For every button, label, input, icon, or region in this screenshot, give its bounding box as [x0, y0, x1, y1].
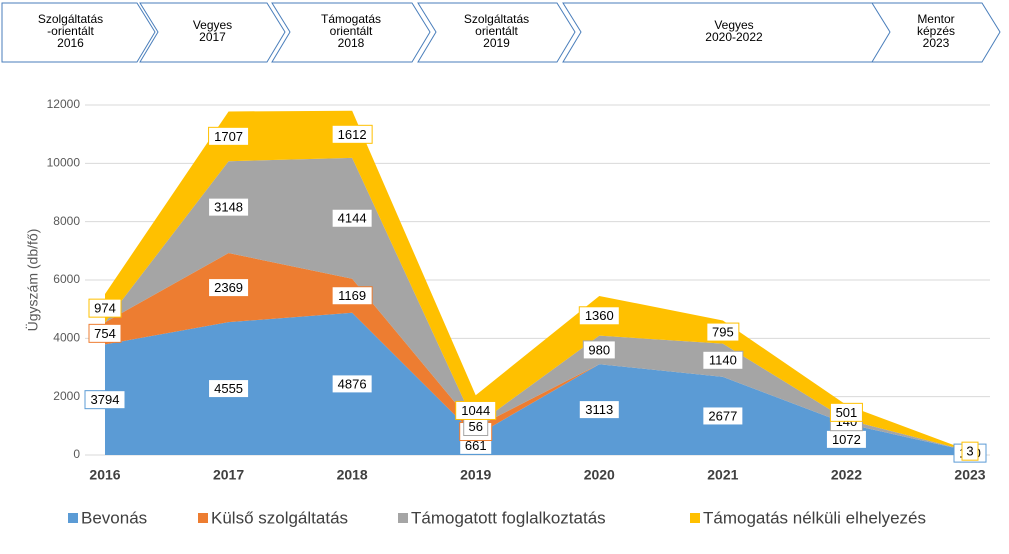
- data-label-box: [208, 278, 250, 298]
- data-label: 4876: [338, 376, 367, 391]
- data-label: 1169: [338, 288, 366, 303]
- data-label: 56: [468, 419, 482, 434]
- legend-label: Támogatás nélküli elhelyezés: [703, 508, 926, 527]
- y-tick-label: 4000: [53, 331, 80, 345]
- data-label-box: [208, 379, 250, 399]
- x-tick-label: 2016: [89, 467, 120, 483]
- data-label: 795: [712, 325, 734, 340]
- data-label: 3794: [91, 392, 120, 407]
- area: [105, 312, 970, 455]
- data-label-box: [88, 298, 122, 318]
- phase-label: Mentor: [917, 12, 954, 26]
- x-tick-label: 2018: [337, 467, 368, 483]
- legend-swatch: [68, 513, 78, 523]
- y-tick-label: 10000: [47, 156, 81, 170]
- legend-swatch: [690, 513, 700, 523]
- data-label: 1140: [709, 353, 737, 368]
- phase-label: 2016: [57, 36, 84, 50]
- data-label-box: [88, 323, 122, 343]
- data-label-box: [208, 197, 250, 217]
- data-label-box: [208, 126, 250, 146]
- data-label: 974: [94, 301, 116, 316]
- data-label: 3148: [214, 200, 243, 215]
- data-label: 1707: [214, 129, 243, 144]
- x-tick-label: 2021: [707, 467, 738, 483]
- data-label-box: [455, 400, 497, 420]
- y-tick-label: 12000: [47, 97, 81, 111]
- y-tick-label: 6000: [53, 272, 80, 286]
- data-label-box: [84, 390, 126, 410]
- phase-chevron: [417, 2, 576, 63]
- data-label: 1360: [585, 308, 614, 323]
- data-label-box: [331, 208, 373, 228]
- legend-swatch: [198, 513, 208, 523]
- x-tick-label: 2023: [954, 467, 985, 483]
- phase-chevron: [871, 2, 1001, 63]
- phase-chevron: [1, 2, 156, 63]
- data-label-box: [582, 340, 616, 360]
- phase-label: Vegyes: [193, 18, 232, 32]
- data-label: 3: [966, 444, 973, 459]
- x-tick-label: 2020: [584, 467, 615, 483]
- legend-label: Támogatott foglalkoztatás: [411, 508, 606, 527]
- data-label: 1072: [832, 432, 861, 447]
- x-tick-label: 2017: [213, 467, 244, 483]
- data-label: 4555: [214, 381, 243, 396]
- data-label-box: [331, 124, 373, 144]
- phase-label: képzés: [917, 24, 955, 38]
- phase-label: 2020-2022: [705, 30, 763, 44]
- data-label: 2369: [214, 280, 243, 295]
- data-label-box: [331, 286, 373, 306]
- phase-label: 2023: [923, 36, 950, 50]
- phase-label: orientált: [475, 24, 518, 38]
- data-label: 2677: [708, 408, 737, 423]
- phase-chevron: [139, 2, 286, 63]
- data-label-box: [829, 402, 863, 422]
- y-tick-label: 0: [73, 447, 80, 461]
- data-label-box: [702, 350, 744, 370]
- y-tick-label: 2000: [53, 389, 80, 403]
- phase-chevron: [271, 2, 431, 63]
- phase-label: 2018: [338, 36, 365, 50]
- data-label: 1044: [461, 403, 490, 418]
- data-label-box: [702, 406, 744, 426]
- phase-label: Szolgáltatás: [464, 12, 529, 26]
- phase-label: -orientált: [47, 24, 94, 38]
- data-label-box: [331, 374, 373, 394]
- data-label-box: [578, 400, 620, 420]
- legend-swatch: [398, 513, 408, 523]
- data-label-box: [578, 306, 620, 326]
- phase-label: Támogatás: [321, 12, 381, 26]
- y-tick-label: 8000: [53, 214, 80, 228]
- phase-label: orientált: [330, 24, 373, 38]
- data-label: 501: [836, 405, 858, 420]
- area: [105, 157, 970, 452]
- x-tick-label: 2022: [831, 467, 862, 483]
- data-label: 3113: [585, 402, 613, 417]
- legend-label: Külső szolgáltatás: [211, 508, 348, 527]
- data-label: 1612: [338, 127, 367, 142]
- data-label-box: [961, 441, 979, 461]
- x-tick-label: 2019: [460, 467, 491, 483]
- phase-label: 2019: [483, 36, 510, 50]
- phase-label: Szolgáltatás: [38, 12, 103, 26]
- data-label: 4144: [338, 211, 367, 226]
- y-axis-label: Ügyszám (db/fő): [24, 229, 41, 332]
- data-label: 754: [94, 326, 116, 341]
- legend-label: Bevonás: [81, 508, 147, 527]
- data-label: 661: [465, 438, 487, 453]
- phase-label: Vegyes: [714, 18, 753, 32]
- area: [105, 253, 970, 452]
- phase-label: 2017: [199, 30, 226, 44]
- data-label-box: [706, 322, 740, 342]
- data-label: 980: [588, 342, 610, 357]
